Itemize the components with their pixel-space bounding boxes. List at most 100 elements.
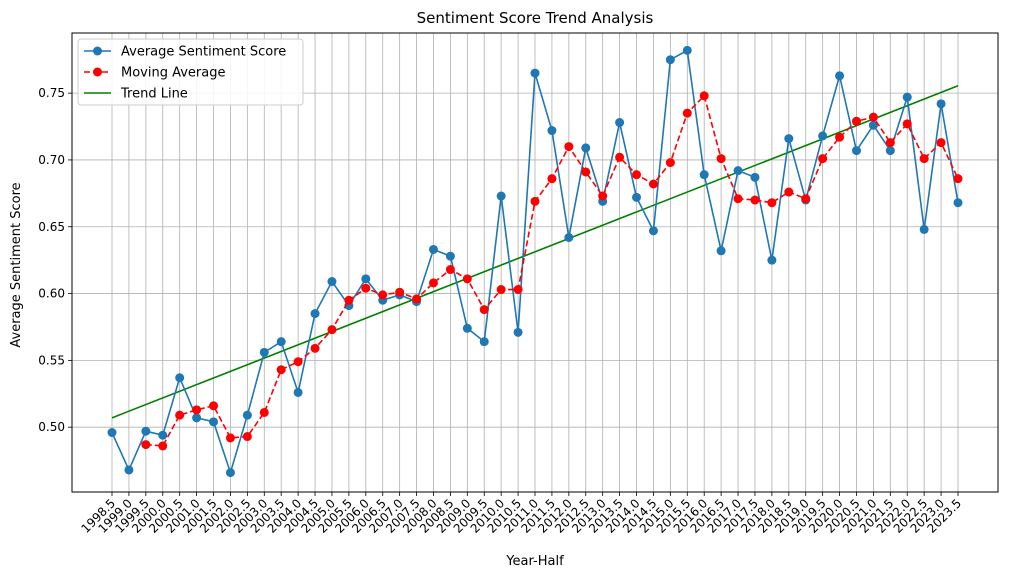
- series-layer: [107, 45, 963, 478]
- avg-sentiment-point: [462, 323, 472, 333]
- moving-average-point: [327, 325, 337, 335]
- grid: [72, 33, 998, 492]
- moving-average-point: [428, 278, 438, 288]
- moving-average-point: [818, 154, 828, 164]
- moving-average-point: [496, 285, 506, 295]
- moving-average-point: [259, 407, 269, 417]
- y-axis-label: Average Sentiment Score: [9, 182, 24, 347]
- y-tick-label: 0.55: [38, 353, 65, 367]
- moving-average-point: [462, 274, 472, 284]
- moving-average-point: [868, 112, 878, 122]
- avg-sentiment-point: [175, 373, 185, 383]
- legend-trend-line-label: Trend Line: [120, 87, 188, 102]
- avg-sentiment-point: [479, 337, 489, 347]
- avg-sentiment-point: [361, 274, 371, 284]
- moving-average-point: [310, 343, 320, 353]
- avg-sentiment-point: [784, 134, 794, 144]
- moving-average-point: [632, 170, 642, 180]
- moving-average-point: [784, 187, 794, 197]
- moving-average-point: [361, 283, 371, 293]
- y-tick-label: 0.60: [38, 287, 65, 301]
- moving-average-point: [513, 285, 523, 295]
- moving-average-point: [581, 167, 591, 177]
- avg-sentiment-point: [682, 45, 692, 55]
- moving-average-point: [192, 405, 202, 415]
- moving-average-point: [682, 108, 692, 118]
- avg-sentiment-point: [327, 277, 337, 287]
- avg-sentiment-point: [868, 120, 878, 130]
- avg-sentiment-point: [902, 92, 912, 102]
- moving-average-point: [953, 174, 963, 184]
- y-tick-label: 0.75: [38, 86, 65, 100]
- moving-average-point: [378, 290, 388, 300]
- avg-sentiment-point: [851, 146, 861, 156]
- legend-moving-average-marker: [93, 67, 102, 77]
- avg-sentiment-point: [716, 246, 726, 256]
- avg-sentiment-point: [547, 126, 557, 136]
- avg-sentiment-point: [699, 170, 709, 180]
- legend-moving-average-label: Moving Average: [121, 66, 225, 81]
- moving-average-point: [851, 116, 861, 126]
- moving-average-point: [479, 305, 489, 315]
- moving-average-point: [344, 295, 354, 305]
- avg-sentiment-point: [158, 430, 168, 440]
- legend-avg-sentiment-label: Average Sentiment Score: [121, 45, 286, 60]
- avg-sentiment-point: [141, 426, 151, 436]
- moving-average-point: [530, 196, 540, 206]
- avg-sentiment-point: [276, 337, 286, 347]
- moving-average-point: [395, 287, 405, 297]
- avg-sentiment-point: [919, 224, 929, 234]
- avg-sentiment-point: [293, 387, 303, 397]
- moving-average-point: [158, 441, 168, 451]
- avg-sentiment-point: [615, 118, 625, 128]
- moving-average-point: [615, 152, 625, 162]
- x-axis-label: Year-Half: [505, 554, 564, 569]
- avg-sentiment-point: [953, 198, 963, 208]
- avg-sentiment-point: [209, 417, 219, 427]
- avg-sentiment-point: [310, 309, 320, 319]
- avg-sentiment-point: [767, 255, 777, 265]
- legend: Average Sentiment Score Moving Average Tre…: [77, 38, 304, 106]
- y-tick-label: 0.70: [38, 153, 65, 167]
- y-tick-label: 0.65: [38, 220, 65, 234]
- avg-sentiment-point: [445, 251, 455, 261]
- avg-sentiment-point: [750, 172, 760, 182]
- moving-average-point: [733, 194, 743, 204]
- moving-average-point: [445, 265, 455, 275]
- avg-sentiment-point: [885, 146, 895, 156]
- moving-average-point: [767, 198, 777, 208]
- moving-average-point: [276, 365, 286, 375]
- moving-average-point: [835, 132, 845, 142]
- avg-sentiment-point: [513, 327, 523, 337]
- avg-sentiment-point: [835, 71, 845, 81]
- avg-sentiment-point: [192, 413, 202, 423]
- avg-sentiment-point: [564, 232, 574, 242]
- trend-line: [111, 85, 959, 419]
- moving-average-point: [242, 432, 252, 442]
- avg-sentiment-point: [581, 143, 591, 153]
- chart-title: Sentiment Score Trend Analysis: [417, 9, 654, 27]
- legend-avg-sentiment-marker: [93, 46, 102, 56]
- moving-average-point: [885, 138, 895, 148]
- moving-average-point: [750, 195, 760, 205]
- avg-sentiment-point: [733, 166, 743, 176]
- avg-sentiment-point: [259, 347, 269, 357]
- moving-average-point: [141, 440, 151, 450]
- moving-average-point: [716, 154, 726, 164]
- moving-average-point: [801, 194, 811, 204]
- avg-sentiment-point: [225, 468, 235, 478]
- moving-average-point: [547, 174, 557, 184]
- avg-sentiment-point: [428, 244, 438, 254]
- avg-sentiment-point: [665, 55, 675, 65]
- moving-average-point: [209, 401, 219, 411]
- avg-sentiment-point: [818, 131, 828, 141]
- avg-sentiment-point: [530, 68, 540, 78]
- avg-sentiment-point: [496, 191, 506, 201]
- avg-sentiment-point: [632, 192, 642, 202]
- avg-sentiment-point: [242, 410, 252, 420]
- moving-average-point: [225, 433, 235, 443]
- moving-average-point: [902, 119, 912, 129]
- moving-average-point: [175, 410, 185, 420]
- moving-average-point: [919, 154, 929, 164]
